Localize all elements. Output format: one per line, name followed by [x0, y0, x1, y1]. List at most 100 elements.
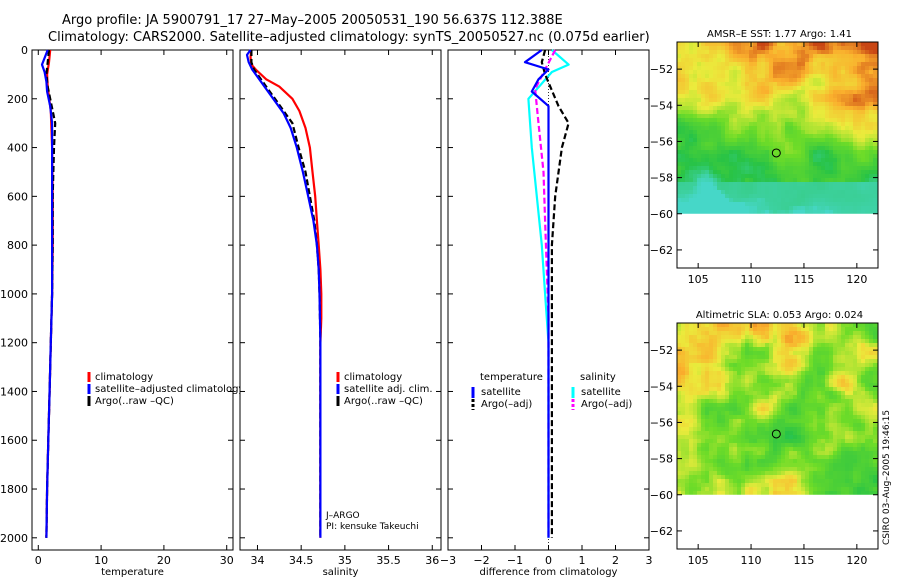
heatmap-cell [849, 435, 853, 439]
heatmap-cell [749, 483, 753, 487]
heatmap-cell [745, 130, 749, 134]
heatmap-cell [717, 419, 721, 423]
heatmap-cell [709, 54, 713, 58]
heatmap-cell [745, 142, 749, 146]
heatmap-cell [801, 347, 805, 351]
heatmap-cell [809, 118, 813, 122]
heatmap-cell [745, 439, 749, 443]
heatmap-cell [817, 359, 821, 363]
heatmap-cell [781, 190, 785, 194]
heatmap-cell [837, 202, 841, 206]
heatmap-cell [789, 367, 793, 371]
heatmap-cell [873, 202, 877, 206]
heatmap-cell [721, 463, 725, 467]
heatmap-cell [781, 194, 785, 198]
heatmap-cell [869, 371, 873, 375]
heatmap-cell [789, 451, 793, 455]
heatmap-cell [777, 475, 781, 479]
heatmap-cell [733, 327, 737, 331]
heatmap-cell [765, 347, 769, 351]
heatmap-cell [793, 483, 797, 487]
heatmap-cell [729, 70, 733, 74]
heatmap-cell [769, 423, 773, 427]
heatmap-cell [685, 347, 689, 351]
heatmap-cell [769, 403, 773, 407]
heatmap-cell [693, 154, 697, 158]
heatmap-cell [745, 158, 749, 162]
heatmap-cell [801, 479, 805, 483]
heatmap-cell [813, 186, 817, 190]
heatmap-cell [721, 150, 725, 154]
heatmap-cell [857, 435, 861, 439]
y-tick-label: −60 [650, 489, 673, 502]
heatmap-cell [733, 54, 737, 58]
heatmap-cell [697, 162, 701, 166]
heatmap-cell [689, 335, 693, 339]
heatmap-cell [845, 419, 849, 423]
heatmap-cell [757, 158, 761, 162]
heatmap-cell [777, 331, 781, 335]
heatmap-cell [865, 202, 869, 206]
heatmap-cell [789, 403, 793, 407]
heatmap-cell [805, 138, 809, 142]
heatmap-cell [697, 74, 701, 78]
heatmap-cell [677, 371, 681, 375]
heatmap-cell [825, 138, 829, 142]
heatmap-cell [757, 331, 761, 335]
heatmap-cell [869, 439, 873, 443]
heatmap-cell [809, 463, 813, 467]
heatmap-cell [725, 170, 729, 174]
heatmap-cell [837, 66, 841, 70]
heatmap-cell [853, 174, 857, 178]
heatmap-cell [737, 327, 741, 331]
heatmap-cell [845, 415, 849, 419]
heatmap-cell [845, 198, 849, 202]
heatmap-cell [857, 78, 861, 82]
heatmap-cell [833, 395, 837, 399]
heatmap-cell [713, 50, 717, 54]
heatmap-cell [681, 94, 685, 98]
heatmap-cell [857, 102, 861, 106]
heatmap-cell [865, 475, 869, 479]
heatmap-cell [809, 483, 813, 487]
heatmap-cell [705, 54, 709, 58]
heatmap-cell [849, 162, 853, 166]
heatmap-cell [801, 439, 805, 443]
heatmap-cell [705, 202, 709, 206]
heatmap-cell [849, 339, 853, 343]
heatmap-cell [693, 447, 697, 451]
heatmap-cell [689, 351, 693, 355]
heatmap-cell [745, 86, 749, 90]
heatmap-cell [729, 174, 733, 178]
heatmap-cell [721, 399, 725, 403]
heatmap-cell [833, 399, 837, 403]
heatmap-cell [857, 134, 861, 138]
heatmap-cell [837, 459, 841, 463]
heatmap-cell [845, 403, 849, 407]
heatmap-cell [749, 439, 753, 443]
heatmap-cell [825, 190, 829, 194]
heatmap-cell [693, 186, 697, 190]
heatmap-cell [845, 463, 849, 467]
heatmap-cell [793, 206, 797, 210]
heatmap-cell [685, 74, 689, 78]
heatmap-cell [849, 411, 853, 415]
heatmap-cell [845, 86, 849, 90]
heatmap-cell [677, 439, 681, 443]
heatmap-cell [757, 399, 761, 403]
heatmap-cell [713, 74, 717, 78]
heatmap-cell [797, 126, 801, 130]
heatmap-cell [677, 443, 681, 447]
heatmap-cell [773, 427, 777, 431]
heatmap-cell [725, 459, 729, 463]
heatmap-cell [785, 375, 789, 379]
heatmap-cell [773, 451, 777, 455]
heatmap-cell [841, 110, 845, 114]
heatmap-cell [737, 467, 741, 471]
heatmap-cell [685, 142, 689, 146]
heatmap-cell [765, 463, 769, 467]
heatmap-cell [789, 331, 793, 335]
heatmap-cell [697, 122, 701, 126]
heatmap-cell [725, 443, 729, 447]
heatmap-cell [777, 439, 781, 443]
